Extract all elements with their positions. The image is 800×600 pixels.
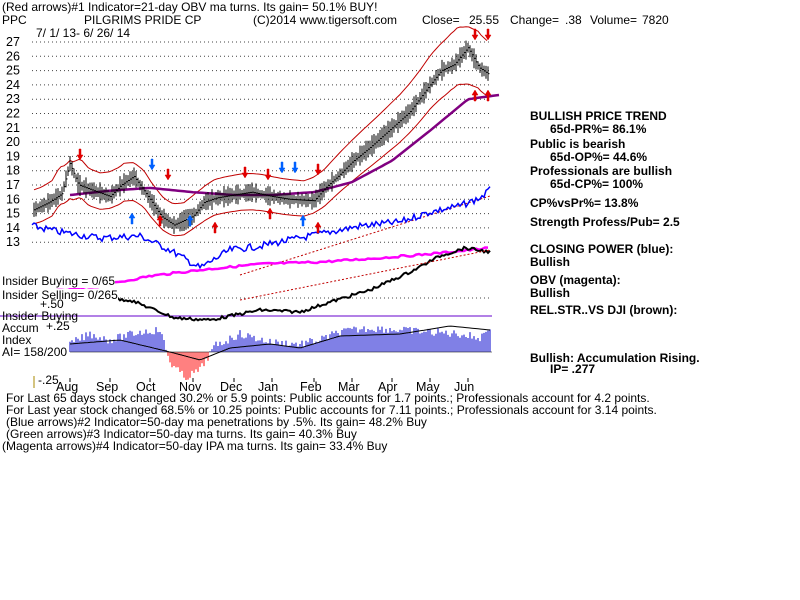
insider-buying-2: Insider Buying — [2, 309, 79, 323]
obv-status: Bullish — [530, 286, 571, 300]
sell-arrow — [148, 158, 156, 171]
buy-arrow — [128, 212, 136, 225]
pros-title: Professionals are bullish — [530, 164, 673, 178]
y-tick-label: 14 — [6, 221, 20, 235]
strength-value: Strength Profess/Pub= 2.5 — [530, 215, 680, 229]
x-tick-label: Nov — [179, 380, 202, 394]
company-name: PILGRIMS PRIDE CP — [84, 13, 202, 27]
copyright: (C)2014 www.tigersoft.com — [253, 13, 398, 27]
closing-power-line — [31, 186, 491, 270]
accumulation-histogram — [69, 325, 492, 380]
sell-arrow — [291, 161, 299, 174]
volume-label: Volume= — [590, 13, 638, 27]
y-tick-label: 26 — [6, 49, 20, 63]
accum-label: Accum — [2, 321, 39, 335]
accum-status: Bullish: Accumulation Rising. — [530, 351, 700, 365]
buy-arrow — [266, 207, 274, 220]
change-label: Change= — [510, 13, 560, 27]
footer-65day: For Last 65 days stock changed 30.2% or … — [6, 391, 650, 405]
accum-ma — [69, 325, 491, 361]
closing-power-path — [31, 186, 491, 270]
x-axis: Aug Sep Oct Nov Dec Jan Feb Mar Apr May Jun — [33, 376, 474, 394]
y-tick-label: 16 — [6, 192, 20, 206]
sell-arrow — [164, 168, 172, 181]
y-tick-label: 19 — [6, 149, 20, 163]
sell-arrow — [278, 161, 286, 174]
y-tick-label: 13 — [6, 235, 20, 249]
sell-arrow — [241, 166, 249, 179]
indicator-1-line: (Red arrows)#1 Indicator=21-day OBV ma t… — [2, 0, 378, 14]
buy-arrow — [186, 214, 194, 227]
insider-buying-label: Insider Buying = 0/65 — [2, 274, 116, 288]
sell-arrow — [264, 168, 272, 181]
y-tick-label: 23 — [6, 92, 20, 106]
close-value: 25.55 — [469, 13, 500, 27]
sell-arrow — [314, 163, 322, 176]
x-tick-label: Jun — [454, 380, 474, 394]
x-tick-label: Feb — [300, 380, 322, 394]
obv-trend — [239, 249, 491, 301]
x-tick-label: Jan — [258, 380, 278, 394]
relstr-label: REL.STR..VS DJI (brown): — [530, 303, 678, 317]
public-title: Public is bearish — [530, 137, 626, 151]
buy-arrow — [484, 89, 492, 102]
x-tick-label: Dec — [220, 380, 242, 394]
ai-label: AI= 158/200 — [2, 345, 68, 359]
ticker: PPC — [2, 13, 27, 27]
y-tick-label: 24 — [6, 78, 20, 92]
x-tick-label: Mar — [338, 380, 360, 394]
plus25-label: +.25 — [46, 319, 70, 333]
pr-value: 65d-PR%= 86.1% — [550, 122, 647, 136]
x-tick-label: Aug — [56, 380, 78, 394]
trend-title: BULLISH PRICE TREND — [530, 109, 667, 123]
buy-arrow — [211, 221, 219, 234]
sell-arrow — [471, 28, 479, 41]
upper-band — [33, 26, 488, 205]
buy-arrow — [471, 89, 479, 102]
cpvspr-value: CP%vsPr%= 13.8% — [530, 196, 639, 210]
sell-arrow — [484, 28, 492, 41]
index-label: Index — [2, 333, 32, 347]
x-tick-label: Oct — [136, 380, 156, 394]
indicator-3-line: (Green arrows)#3 Indicator=50-day ma tur… — [6, 427, 357, 441]
buy-arrow — [156, 214, 164, 227]
y-tick-label: 15 — [6, 207, 20, 221]
footer-year: For Last year stock changed 68.5% or 10.… — [6, 403, 657, 417]
close-label: Close= — [422, 13, 460, 27]
signal-arrows — [76, 28, 492, 234]
op-value: 65d-OP%= 44.6% — [550, 150, 648, 164]
y-tick-label: 18 — [6, 164, 20, 178]
lower-band — [33, 83, 488, 237]
ip-value: IP= .277 — [550, 362, 596, 376]
y-tick-label: 22 — [6, 107, 20, 121]
insider-selling-label: Insider Selling= 0/265 — [2, 288, 118, 302]
date-range: 7/ 1/ 13- 6/ 26/ 14 — [36, 26, 131, 40]
y-tick-label: 25 — [6, 64, 20, 78]
closing-power-label: CLOSING POWER (blue): — [530, 242, 674, 256]
buy-arrow — [299, 214, 307, 227]
y-tick-label: 27 — [6, 35, 20, 49]
plus50-label: +.50 — [40, 297, 64, 311]
x-tick-label: Apr — [378, 380, 397, 394]
volume-value: 7820 — [642, 13, 669, 27]
indicator-4-line: (Magenta arrows)#4 Indicator=50-day IPA … — [2, 439, 388, 453]
obv-label: OBV (magenta): — [530, 273, 621, 287]
y-tick-label: 17 — [6, 178, 20, 192]
cp-value: 65d-CP%= 100% — [550, 177, 644, 191]
closing-power-status: Bullish — [530, 255, 571, 269]
trading-bands — [33, 26, 491, 276]
sell-arrow — [76, 148, 84, 161]
buy-arrow — [314, 221, 322, 234]
change-value: .38 — [565, 13, 582, 27]
x-tick-label: May — [416, 380, 440, 394]
price-bars — [33, 40, 490, 234]
y-tick-label: 21 — [6, 121, 20, 135]
indicator-2-line: (Blue arrows)#2 Indicator=50-day ma pene… — [6, 415, 427, 429]
y-tick-label: 20 — [6, 135, 20, 149]
x-tick-label: Sep — [96, 380, 118, 394]
minus25-label: -.25 — [38, 373, 59, 387]
